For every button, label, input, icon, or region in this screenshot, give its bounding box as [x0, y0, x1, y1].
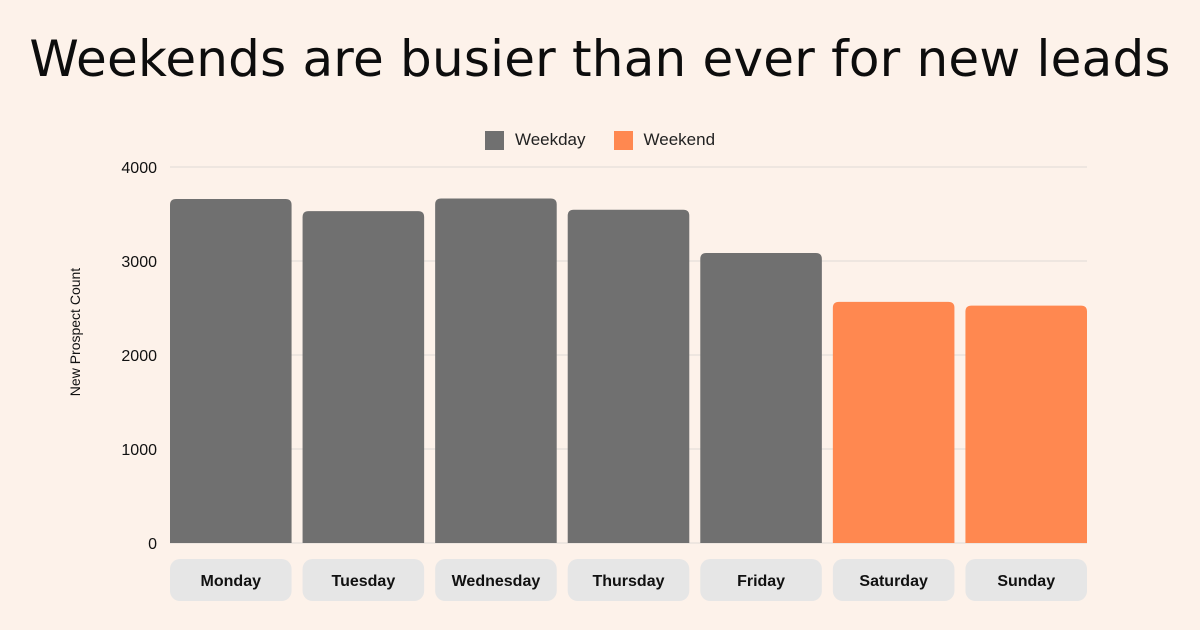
x-label-pill-thursday	[567, 559, 690, 601]
x-tick-label-tuesday: Tuesday	[331, 573, 395, 590]
x-label-pill-tuesday	[302, 559, 425, 601]
y-axis: 0 1000 2000 3000 4000	[121, 160, 157, 553]
x-tick-label-wednesday: Wednesday	[452, 573, 541, 590]
x-tick-label-monday: Monday	[201, 573, 262, 590]
y-tick-label: 3000	[121, 254, 157, 271]
x-label-pill-wednesday	[435, 559, 557, 601]
chart-title: Weekends are busier than ever for new le…	[29, 30, 1171, 88]
y-tick-label: 0	[148, 536, 157, 553]
bar-saturday-weekend	[832, 301, 955, 543]
x-axis-labels: Monday Tuesday Wednesday Thursday Friday Satu…	[170, 559, 1087, 601]
bar-sunday-weekend	[965, 305, 1087, 543]
bar-friday-weekday	[700, 253, 822, 543]
legend-label-weekend: Weekend	[643, 130, 716, 149]
legend-label-weekday: Weekday	[514, 130, 586, 149]
x-tick-label-thursday: Thursday	[592, 573, 664, 590]
x-tick-label-saturday: Saturday	[859, 573, 928, 590]
x-label-pill-sunday	[965, 559, 1087, 601]
y-axis-label: New Prospect Count	[67, 268, 83, 397]
chart-legend: Weekday Weekend	[0, 128, 1200, 152]
x-label-pill-saturday	[832, 559, 955, 601]
bar-tuesday-weekday	[302, 211, 425, 543]
bars	[170, 198, 1087, 544]
x-tick-label-friday: Friday	[737, 573, 785, 590]
y-tick-label: 4000	[121, 160, 157, 177]
bar-thursday-weekday	[567, 209, 690, 543]
legend-swatch-weekend	[613, 130, 633, 150]
x-label-pill-friday	[700, 559, 822, 601]
legend-swatch-weekday	[484, 130, 504, 150]
legend-item-weekend: Weekend	[613, 130, 716, 150]
x-label-pill-monday	[170, 559, 292, 601]
bar-wednesday-weekday	[435, 198, 557, 544]
bar-monday-weekday	[170, 198, 292, 543]
y-tick-label: 2000	[121, 348, 157, 365]
x-tick-label-sunday: Sunday	[997, 573, 1055, 590]
legend-item-weekday: Weekday	[484, 130, 586, 150]
y-tick-label: 1000	[121, 442, 157, 459]
